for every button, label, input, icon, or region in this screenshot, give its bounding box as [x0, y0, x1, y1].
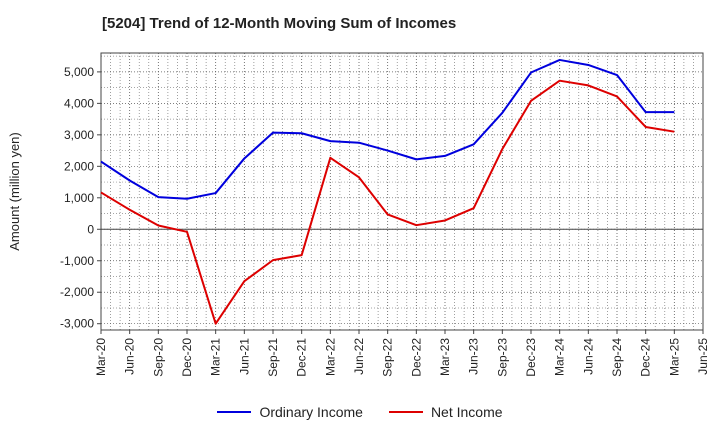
x-tick-label: Dec-20	[180, 338, 194, 377]
x-tick-label: Mar-23	[438, 338, 452, 376]
x-tick-label: Dec-23	[524, 338, 538, 377]
x-tick-label: Jun-25	[696, 338, 710, 375]
x-tick-label: Sep-20	[151, 338, 165, 377]
legend-item-ordinary-income: Ordinary Income	[217, 404, 363, 420]
legend-swatch-net-income	[388, 411, 423, 413]
x-tick-label: Sep-24	[610, 338, 624, 377]
x-tick-label: Sep-23	[495, 338, 509, 377]
x-tick-label: Jun-22	[352, 338, 366, 375]
x-tick-label: Mar-22	[323, 338, 337, 376]
plot-area	[100, 52, 704, 331]
legend-label-ordinary-income: Ordinary Income	[259, 404, 363, 420]
x-tick-label: Jun-21	[237, 338, 251, 375]
y-tick-label: 0	[87, 222, 94, 236]
x-tick-label: Sep-22	[381, 338, 395, 377]
x-tick-label: Sep-21	[266, 338, 280, 377]
x-tick-label: Mar-21	[209, 338, 223, 376]
y-tick-label: -2,000	[60, 285, 94, 299]
x-tick-label: Dec-24	[639, 338, 653, 377]
x-tick-label: Mar-20	[94, 338, 108, 376]
legend-swatch-ordinary-income	[217, 411, 252, 413]
y-tick-label: 4,000	[64, 96, 94, 110]
x-tick-label: Dec-21	[295, 338, 309, 377]
y-tick-label: 3,000	[64, 128, 94, 142]
x-tick-label: Jun-23	[467, 338, 481, 375]
x-tick-label: Jun-24	[581, 338, 595, 375]
x-tick-label: Mar-24	[553, 338, 567, 376]
y-axis-label: Amount (million yen)	[7, 132, 22, 251]
legend-label-net-income: Net Income	[430, 404, 503, 420]
series-line-net-income	[100, 79, 675, 325]
chart-title: [5204] Trend of 12-Month Moving Sum of I…	[102, 15, 457, 32]
x-tick-label: Jun-20	[123, 338, 137, 375]
y-tick-label: 5,000	[64, 65, 94, 79]
legend: Ordinary Income Net Income	[0, 404, 720, 420]
series-line-ordinary-income	[100, 58, 675, 200]
x-tick-label: Mar-25	[667, 338, 681, 376]
x-tick-label: Dec-22	[409, 338, 423, 377]
y-tick-label: 1,000	[64, 191, 94, 205]
y-tick-label: 2,000	[64, 159, 94, 173]
legend-item-net-income: Net Income	[388, 404, 503, 420]
y-tick-label: -1,000	[60, 254, 94, 268]
y-tick-label: -3,000	[60, 317, 94, 331]
